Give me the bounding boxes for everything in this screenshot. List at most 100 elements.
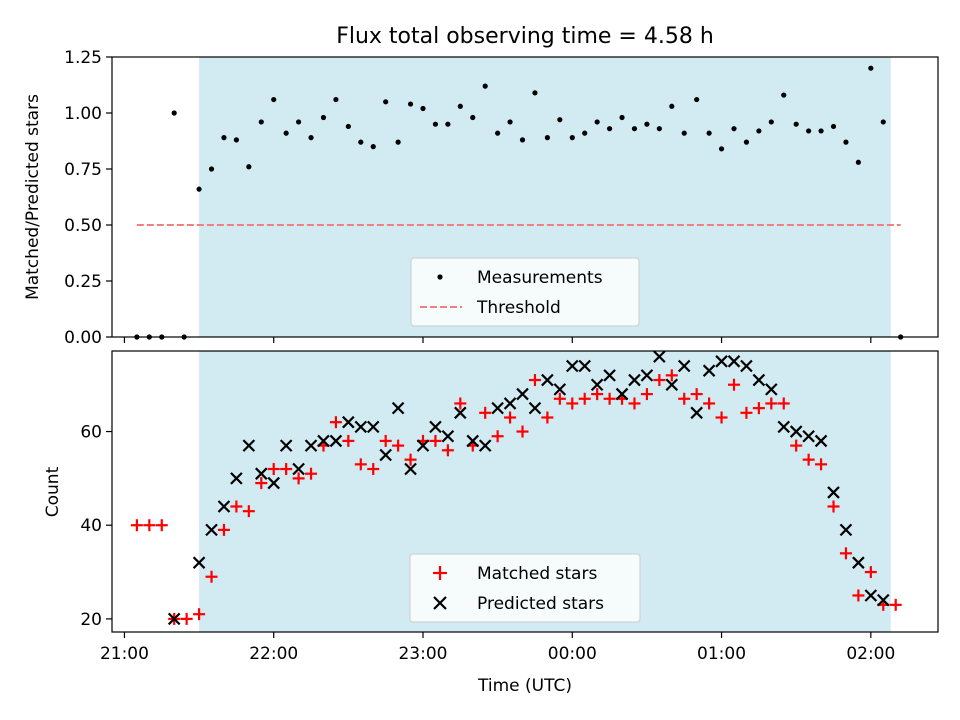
matched-stars-point: [727, 378, 740, 391]
matched-stars-point: [777, 397, 790, 410]
predicted-stars-point: [852, 556, 865, 569]
predicted-stars-point: [876, 593, 890, 607]
matched-stars-point: [180, 612, 193, 625]
predicted-stars-point: [665, 378, 679, 391]
matched-stars-point: [292, 472, 305, 485]
predicted-stars-point: [242, 439, 256, 452]
bottom-y-axis-label: Count: [43, 466, 63, 517]
bottom-legend-box: [409, 553, 641, 623]
measurement-point: [631, 126, 638, 132]
matched-stars-point: [342, 434, 355, 447]
measurement-point: [507, 119, 513, 125]
measurement-point: [320, 114, 327, 121]
measurement-point: [806, 128, 812, 134]
matched-stars-point: [217, 523, 230, 536]
predicted-stars-point: [317, 434, 330, 448]
matched-stars-point: [143, 519, 156, 532]
predicted-stars-point: [379, 448, 392, 462]
matched-stars-point: [752, 402, 765, 415]
matched-stars-point: [765, 397, 778, 410]
measurement-point: [445, 121, 451, 127]
top-y-axis-label: Matched/Predicted stars: [23, 94, 43, 300]
matched-stars-point: [205, 570, 218, 583]
predicted-stars-point: [454, 406, 467, 420]
x-tick-label: 22:00: [249, 644, 298, 664]
measurement-point: [544, 135, 550, 141]
legend-predicted-marker: [433, 596, 447, 610]
bottom-legend: Matched stars Predicted stars: [409, 553, 641, 623]
measurement-point: [843, 139, 849, 145]
matched-stars-point: [305, 467, 318, 480]
measurement-point: [768, 119, 774, 125]
measurement-point: [532, 90, 538, 96]
matched-stars-point: [553, 392, 566, 405]
measurement-point: [694, 96, 700, 103]
predicted-stars-point: [802, 429, 815, 443]
y-tick-label: 0.75: [64, 160, 102, 180]
y-tick-label: 60: [80, 423, 102, 443]
measurement-point: [407, 101, 414, 107]
predicted-stars-point: [777, 420, 791, 434]
predicted-stars-point: [404, 462, 417, 476]
matched-stars-point: [578, 392, 591, 405]
predicted-stars-point: [304, 439, 318, 452]
matched-stars-point: [839, 547, 852, 560]
matched-stars-point: [516, 425, 529, 438]
measurement-point: [830, 123, 837, 130]
predicted-stars-point: [615, 387, 629, 401]
bottom-panel: 20 40 60 21:00 22:00 23:00 00:00 01:00 02:00 Co…: [43, 350, 939, 696]
matched-stars-point: [852, 589, 865, 602]
measurement-point: [731, 126, 737, 132]
matched-stars-point: [566, 397, 579, 410]
x-tick-label: 02:00: [846, 644, 895, 664]
top-legend-box: [410, 257, 640, 327]
predicted-stars-point: [441, 429, 455, 443]
matched-stars-point: [479, 406, 492, 419]
predicted-stars-point: [590, 378, 604, 391]
predicted-stars-point: [814, 434, 828, 448]
matched-stars-point: [242, 505, 255, 518]
matched-stars-point: [528, 374, 541, 387]
measurement-point: [258, 119, 264, 125]
predicted-stars-point: [292, 462, 305, 476]
matched-stars-point: [379, 434, 392, 447]
measurement-point: [208, 166, 215, 172]
predicted-stars-point: [329, 434, 343, 448]
measurement-point: [495, 130, 501, 136]
matched-stars-point: [864, 566, 877, 579]
measurement-point: [781, 92, 787, 98]
chart-title: Flux total observing time = 4.58 h: [336, 24, 714, 49]
measurement-point: [557, 117, 563, 123]
matched-stars-point: [267, 463, 280, 476]
x-tick-label: 00:00: [548, 644, 597, 664]
top-panel: 0.00 0.25 0.50 0.75 1.00 1.25 Matched/Predict…: [23, 48, 939, 348]
matched-stars-point: [454, 397, 467, 410]
matched-stars-point: [827, 500, 840, 513]
measurement-point: [420, 105, 426, 112]
predicted-stars-point: [541, 373, 554, 387]
y-tick-label: 0.00: [64, 328, 102, 348]
predicted-stars-point: [640, 369, 654, 382]
predicted-stars-point: [391, 401, 405, 415]
matched-stars-point: [541, 411, 554, 424]
matched-stars-point: [640, 388, 653, 401]
predicted-stars-point: [354, 420, 368, 434]
predicted-stars-point: [528, 401, 542, 415]
matched-stars-point: [715, 411, 728, 424]
measurement-point: [718, 146, 725, 152]
matched-stars-point: [130, 519, 143, 532]
measurement-point: [457, 103, 463, 109]
matched-stars-point: [429, 434, 442, 447]
predicted-stars-point: [565, 359, 579, 373]
measurement-point: [756, 128, 762, 134]
predicted-stars-point: [578, 359, 591, 373]
x-tick-label: 21:00: [100, 644, 149, 664]
measurement-point: [793, 121, 799, 127]
measurement-point: [743, 139, 750, 145]
predicted-stars-point: [516, 387, 529, 401]
predicted-stars-point: [466, 434, 480, 448]
measurement-point: [656, 126, 662, 132]
predicted-stars-point: [429, 420, 442, 434]
predicted-stars-point: [727, 355, 741, 368]
legend-measurements-label: Measurements: [477, 268, 603, 288]
